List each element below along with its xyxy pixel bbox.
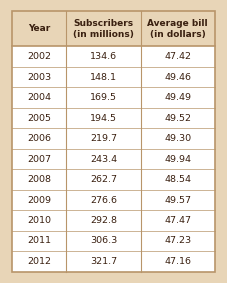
Text: Year: Year: [28, 24, 50, 33]
Text: 2008: 2008: [27, 175, 51, 184]
Text: 2002: 2002: [27, 52, 51, 61]
Text: 49.30: 49.30: [164, 134, 191, 143]
Text: 2007: 2007: [27, 155, 51, 164]
Text: 49.52: 49.52: [164, 114, 191, 123]
Text: Average bill
(in dollars): Average bill (in dollars): [147, 19, 208, 39]
Bar: [12, 11, 215, 272]
Text: 49.57: 49.57: [164, 196, 191, 205]
Text: 2004: 2004: [27, 93, 51, 102]
Text: 2011: 2011: [27, 237, 51, 245]
Text: 2009: 2009: [27, 196, 51, 205]
Text: 47.23: 47.23: [164, 237, 191, 245]
Bar: [12, 11, 215, 46]
Text: 2003: 2003: [27, 73, 51, 82]
Text: 292.8: 292.8: [90, 216, 117, 225]
Text: 47.47: 47.47: [164, 216, 191, 225]
Text: 262.7: 262.7: [90, 175, 117, 184]
Text: 47.16: 47.16: [164, 257, 191, 266]
Text: 49.94: 49.94: [164, 155, 191, 164]
Text: 219.7: 219.7: [90, 134, 117, 143]
Text: 169.5: 169.5: [90, 93, 117, 102]
Text: 321.7: 321.7: [90, 257, 117, 266]
Text: 306.3: 306.3: [90, 237, 117, 245]
Text: 148.1: 148.1: [90, 73, 117, 82]
Text: 243.4: 243.4: [90, 155, 117, 164]
Text: Subscribers
(in millions): Subscribers (in millions): [73, 19, 134, 39]
Text: 47.42: 47.42: [164, 52, 191, 61]
Bar: [12, 46, 215, 272]
Text: 134.6: 134.6: [90, 52, 117, 61]
Text: 2010: 2010: [27, 216, 51, 225]
Text: 2005: 2005: [27, 114, 51, 123]
Text: 194.5: 194.5: [90, 114, 117, 123]
Text: 48.54: 48.54: [164, 175, 191, 184]
Text: 2012: 2012: [27, 257, 51, 266]
Text: 276.6: 276.6: [90, 196, 117, 205]
Text: 49.46: 49.46: [164, 73, 191, 82]
Text: 49.49: 49.49: [164, 93, 191, 102]
Text: 2006: 2006: [27, 134, 51, 143]
